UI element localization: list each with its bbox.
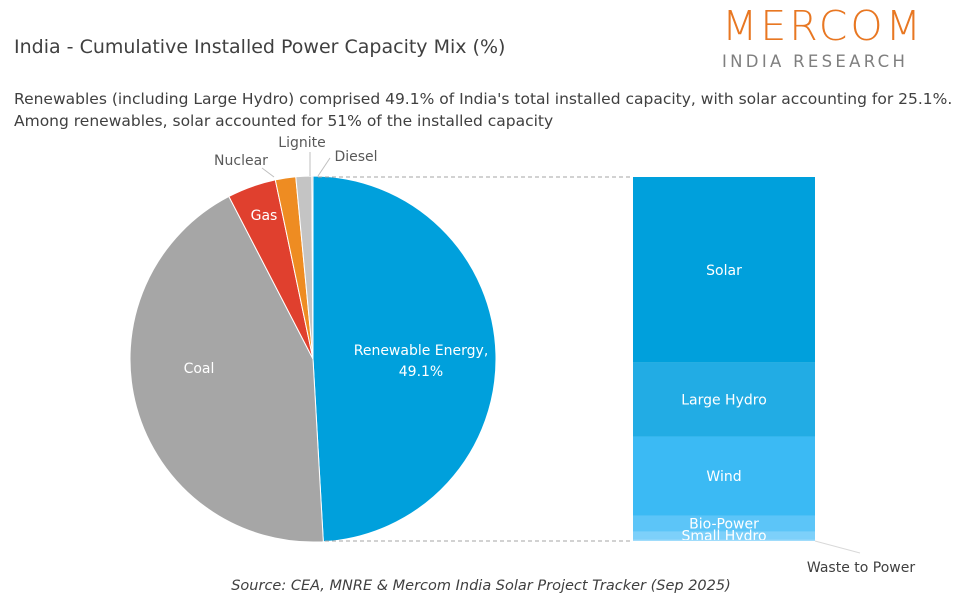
leader-line-nuclear bbox=[261, 167, 275, 178]
bar-segment-solar bbox=[633, 177, 815, 363]
pie-slice-coal bbox=[129, 195, 324, 543]
leader-line-waste bbox=[814, 540, 861, 554]
bar-segment-small-hydro bbox=[633, 531, 815, 540]
data-label-diesel: Diesel bbox=[334, 149, 377, 165]
bar-segment-bio-power bbox=[633, 515, 815, 532]
pie-slice-diesel bbox=[311, 175, 314, 360]
data-label-nuclear: Nuclear bbox=[214, 153, 268, 169]
bar-label-large-hydro: Large Hydro bbox=[681, 393, 767, 409]
logo-mercom: MERCOM bbox=[722, 2, 924, 50]
bar-label-wind: Wind bbox=[706, 469, 741, 485]
chart-subtitle: Renewables (including Large Hydro) compr… bbox=[14, 88, 954, 132]
bar-label-waste-to-power: Waste to Power bbox=[807, 560, 915, 576]
pie-slice-renewable-energy bbox=[312, 175, 497, 543]
subtitle-line-1: Renewables (including Large Hydro) compr… bbox=[14, 90, 953, 108]
data-label-renewable-value: 49.1% bbox=[399, 364, 443, 380]
logo-subtitle: INDIA RESEARCH bbox=[722, 52, 909, 71]
bar-label-solar: Solar bbox=[706, 263, 742, 279]
data-label-lignite: Lignite bbox=[278, 135, 325, 151]
data-label-coal: Coal bbox=[184, 361, 215, 377]
bar-segment-wind bbox=[633, 436, 815, 516]
bar-segment-large-hydro bbox=[633, 362, 815, 437]
subtitle-line-2: Among renewables, solar accounted for 51… bbox=[14, 112, 554, 130]
bar-label-bio-power: Bio-Power bbox=[689, 517, 759, 533]
bar-segment-waste-to-power bbox=[633, 539, 815, 541]
source-note: Source: CEA, MNRE & Mercom India Solar P… bbox=[231, 578, 731, 594]
data-label-renewable: Renewable Energy, bbox=[354, 343, 489, 359]
bar-label-small-hydro: Small Hydro bbox=[681, 529, 766, 545]
data-label-gas: Gas bbox=[251, 208, 278, 224]
chart-title: India - Cumulative Installed Power Capac… bbox=[14, 36, 506, 58]
leader-line-diesel bbox=[317, 157, 331, 177]
